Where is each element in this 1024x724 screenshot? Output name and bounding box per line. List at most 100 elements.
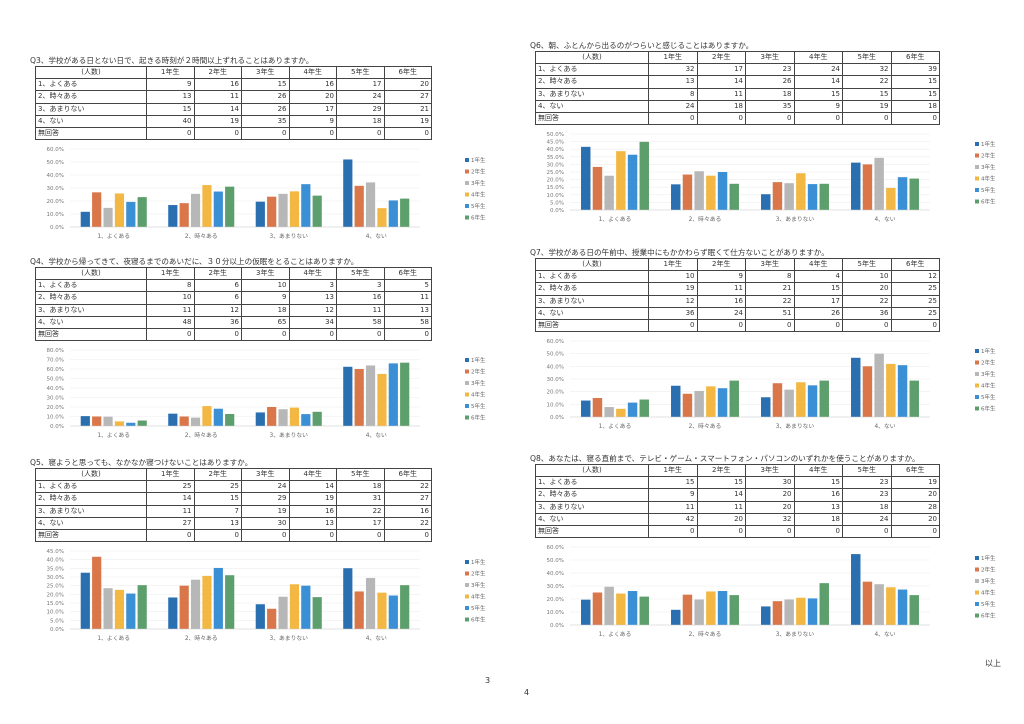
cell-value: 0 — [146, 126, 195, 141]
column-header: 3年生 — [745, 257, 795, 272]
legend-label: 4年生 — [471, 593, 486, 601]
legend-swatch — [465, 369, 469, 374]
cell-value: 22 — [842, 294, 892, 308]
bar-3年生 — [278, 193, 288, 228]
legend-swatch — [465, 192, 469, 197]
legend-label: 2年生 — [471, 368, 486, 376]
y-tick-label: 10.0% — [47, 610, 64, 616]
y-tick-label: 0.0% — [50, 225, 64, 231]
bar-1年生 — [343, 366, 353, 427]
cell-value: 17 — [336, 78, 385, 92]
table-row: 2、時々ある 13 11 26 20 24 27 — [35, 90, 432, 104]
legend-label: 5年生 — [471, 402, 486, 410]
cell-value: 30 — [745, 476, 795, 490]
legend-label: 5年生 — [981, 600, 996, 608]
table-row: 無回答 0 0 0 0 0 0 — [535, 524, 940, 539]
column-header: 4年生 — [793, 463, 843, 478]
y-tick-label: 50.0% — [547, 132, 564, 138]
cell-value: 4 — [793, 270, 843, 284]
cell-value: 19 — [288, 492, 337, 506]
bar-4年生 — [377, 374, 387, 427]
bar-1年生 — [761, 606, 771, 626]
bar-2年生 — [267, 608, 277, 630]
bar-1年生 — [671, 184, 681, 211]
table-row: 3、あまりない 11 12 18 12 11 13 — [35, 303, 432, 317]
cell-value: 14 — [793, 75, 843, 89]
cell-value: 31 — [336, 492, 385, 506]
legend-swatch — [975, 165, 979, 170]
bar-1年生 — [851, 162, 861, 211]
column-header: 1年生 — [648, 257, 698, 272]
column-header: 4年生 — [288, 467, 337, 482]
column-header: 6年生 — [383, 65, 432, 80]
category-label: 4、ない — [366, 432, 387, 439]
cell-value: 0 — [241, 528, 290, 543]
cell-value: 23 — [842, 476, 892, 490]
bar-6年生 — [137, 420, 147, 427]
cell-value: 16 — [793, 488, 843, 502]
cell-value: 22 — [383, 480, 432, 494]
bar-3年生 — [604, 175, 614, 211]
cell-value: 0 — [890, 318, 940, 333]
bar-4年生 — [114, 193, 125, 228]
bar-5年生 — [388, 595, 398, 630]
table-row: 4、ない 36 24 51 26 36 25 — [535, 306, 940, 320]
cell-value: 36 — [193, 315, 242, 329]
table-row: 4、ない 40 19 35 9 18 19 — [35, 114, 432, 128]
legend-label: 1年生 — [471, 558, 486, 566]
table-row: 1、よくある 8 6 10 3 3 5 — [35, 279, 432, 293]
cell-value: 18 — [842, 500, 892, 514]
cell-value: 13 — [193, 516, 242, 530]
y-tick-label: 20.0% — [547, 597, 564, 603]
column-header: 6年生 — [890, 463, 940, 478]
question-8: Q8、あなたは、寝る直前まで、テレビ・ゲーム・スマートフォン・パソコンのいずれか… — [530, 453, 1000, 641]
row-label: 4、ない — [535, 306, 649, 320]
cell-value: 48 — [146, 315, 195, 329]
bar-6年生 — [225, 186, 235, 228]
cell-value: 0 — [336, 126, 385, 141]
category-label: 4、ない — [366, 233, 387, 240]
results-table: (人数) 1年生 2年生 3年生 4年生 5年生 6年生 1、よくある 15 15 30 15 23 19… — [535, 463, 940, 539]
bar-3年生 — [784, 389, 794, 418]
row-label: 4、ない — [535, 99, 649, 113]
cell-value: 10 — [241, 279, 290, 293]
cell-value: 10 — [648, 270, 698, 284]
question-5: Q5、寝ようと思っても、なかなか寝つけないことはありますか。 (人数) 1年生 2年生… — [30, 457, 490, 645]
cell-value: 15 — [793, 87, 843, 101]
category-label: 1、よくある — [599, 216, 632, 223]
bar-6年生 — [909, 178, 919, 211]
row-label: 4、ない — [35, 315, 147, 329]
cell-value: 12 — [648, 294, 698, 308]
cell-value: 19 — [890, 476, 940, 490]
y-tick-label: 50.0% — [547, 352, 564, 358]
legend-label: 3年生 — [471, 581, 486, 589]
legend-swatch — [465, 560, 469, 565]
legend-label: 5年生 — [471, 604, 486, 612]
cell-value: 27 — [383, 90, 432, 104]
legend-label: 3年生 — [981, 163, 996, 171]
bar-2年生 — [682, 174, 693, 211]
column-header: 1年生 — [146, 65, 195, 80]
cell-value: 25 — [890, 294, 940, 308]
y-tick-label: 5.0% — [50, 618, 64, 624]
bar-3年生 — [874, 157, 884, 211]
legend-swatch — [465, 415, 469, 420]
cell-value: 20 — [745, 488, 795, 502]
cell-value: 0 — [745, 111, 795, 126]
bar-6年生 — [819, 380, 829, 418]
table-row: 3、あまりない 12 16 22 17 22 25 — [535, 294, 940, 308]
legend-swatch — [465, 381, 469, 386]
bar-1年生 — [80, 416, 90, 427]
legend-label: 6年生 — [981, 612, 996, 620]
cell-value: 22 — [336, 504, 385, 518]
bar-2年生 — [92, 192, 102, 228]
cell-value: 9 — [146, 78, 195, 92]
cell-value: 12 — [890, 270, 940, 284]
bar-1年生 — [581, 400, 591, 418]
bar-1年生 — [80, 572, 90, 630]
table-header-row: (人数) 1年生 2年生 3年生 4年生 5年生 6年生 — [535, 50, 940, 65]
category-label: 1、よくある — [97, 432, 130, 439]
column-header: 3年生 — [241, 266, 290, 281]
legend-label: 1年生 — [981, 347, 996, 355]
cell-value: 0 — [383, 126, 432, 141]
